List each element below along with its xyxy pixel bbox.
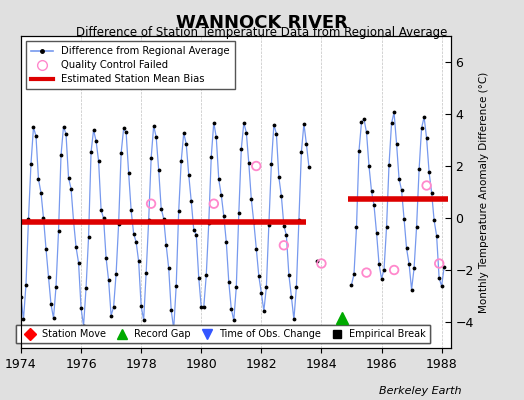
Point [210, 200, 218, 207]
Point [280, 242, 288, 248]
Text: Difference of Station Temperature Data from Regional Average: Difference of Station Temperature Data f… [77, 26, 447, 39]
Point [362, 270, 370, 276]
Point [422, 182, 431, 189]
Point [390, 267, 398, 273]
Legend: Station Move, Record Gap, Time of Obs. Change, Empirical Break: Station Move, Record Gap, Time of Obs. C… [16, 325, 430, 343]
Point [147, 200, 155, 207]
Point [252, 163, 260, 169]
Y-axis label: Monthly Temperature Anomaly Difference (°C): Monthly Temperature Anomaly Difference (… [479, 71, 489, 313]
Point [317, 260, 325, 267]
Text: WANNOCK RIVER: WANNOCK RIVER [176, 14, 348, 32]
Text: Berkeley Earth: Berkeley Earth [379, 386, 461, 396]
Point [435, 260, 443, 267]
